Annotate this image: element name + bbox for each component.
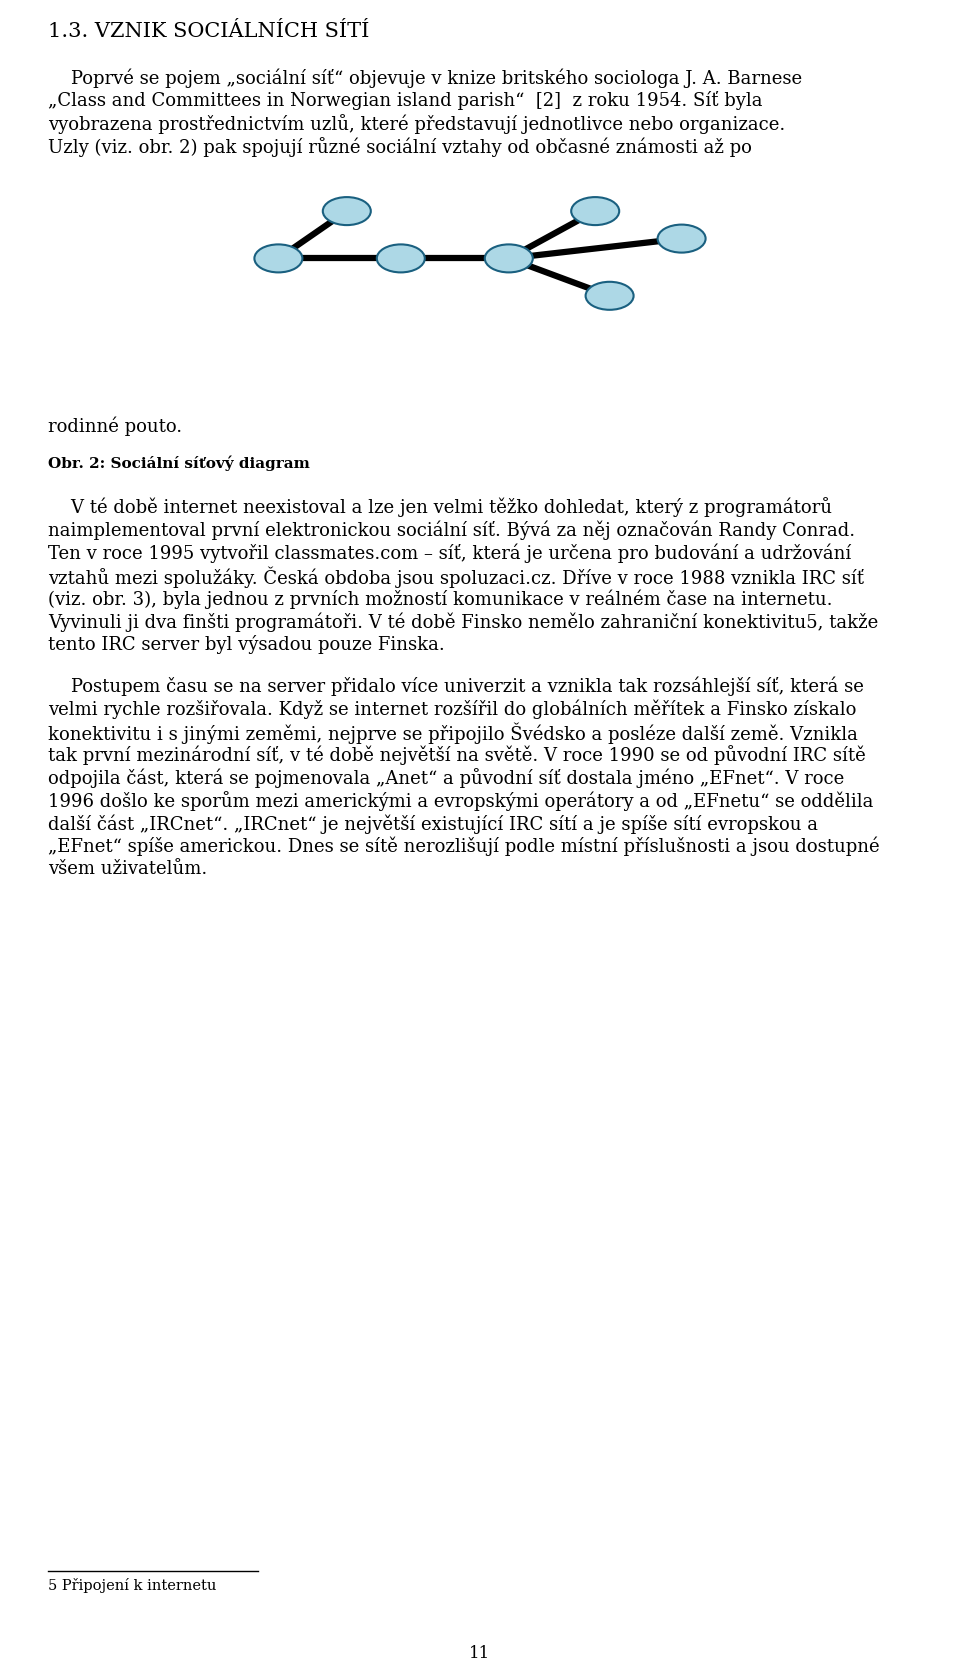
Text: konektivitu i s jinými zeměmi, nejprve se připojilo Švédsko a posléze další země: konektivitu i s jinými zeměmi, nejprve s… — [48, 721, 858, 743]
Text: naimplementoval první elektronickou sociální síť. Bývá za něj označován Randy Co: naimplementoval první elektronickou soci… — [48, 520, 855, 539]
Text: tento IRC server byl výsadou pouze Finska.: tento IRC server byl výsadou pouze Finsk… — [48, 634, 444, 654]
Ellipse shape — [485, 246, 533, 273]
Text: 5 Připojení k internetu: 5 Připojení k internetu — [48, 1578, 216, 1593]
Text: vztahů mezi spolužáky. Česká obdoba jsou spoluzaci.cz. Dříve v roce 1988 vznikla: vztahů mezi spolužáky. Česká obdoba jsou… — [48, 565, 864, 587]
Text: další část „IRCnet“. „IRCnet“ je největší existující IRC sítí a je spíše sítí ev: další část „IRCnet“. „IRCnet“ je největš… — [48, 813, 818, 833]
Text: rodinné pouto.: rodinné pouto. — [48, 417, 182, 435]
Text: Poprvé se pojem „sociální síť“ objevuje v knize britského sociologa J. A. Barnes: Poprvé se pojem „sociální síť“ objevuje … — [48, 69, 803, 87]
Text: „Class and Committees in Norwegian island parish“  [2]  z roku 1954. Síť byla: „Class and Committees in Norwegian islan… — [48, 90, 762, 110]
Text: Vyvinuli ji dva finšti programátoři. V té době Finsko nemělo zahraniční konektiv: Vyvinuli ji dva finšti programátoři. V t… — [48, 612, 878, 631]
Ellipse shape — [323, 197, 371, 226]
Ellipse shape — [254, 246, 302, 273]
Text: Uzly (viz. obr. 2) pak spojují různé sociální vztahy od občasné známosti až po: Uzly (viz. obr. 2) pak spojují různé soc… — [48, 137, 752, 157]
Text: Postupem času se na server přidalo více univerzit a vznikla tak rozsáhlejší síť,: Postupem času se na server přidalo více … — [48, 676, 864, 694]
Text: V té době internet neexistoval a lze jen velmi těžko dohledat, který z programát: V té době internet neexistoval a lze jen… — [48, 497, 832, 517]
Text: velmi rychle rozšiřovala. Když se internet rozšířil do globálních měřítek a Fins: velmi rychle rozšiřovala. Když se intern… — [48, 699, 856, 718]
Text: 1.3. VZNIK SOCIÁLNÍCH SÍTÍ: 1.3. VZNIK SOCIÁLNÍCH SÍTÍ — [48, 22, 370, 40]
Text: Obr. 2: Sociální síťový diagram: Obr. 2: Sociální síťový diagram — [48, 455, 310, 470]
Ellipse shape — [658, 226, 706, 253]
Text: vyobrazena prostřednictvím uzlů, které představují jednotlivce nebo organizace.: vyobrazena prostřednictvím uzlů, které p… — [48, 114, 785, 134]
Text: odpojila část, která se pojmenovala „Anet“ a původní síť dostala jméno „EFnet“. : odpojila část, která se pojmenovala „Ane… — [48, 768, 844, 788]
Text: 11: 11 — [469, 1645, 491, 1661]
Text: tak první mezinárodní síť, v té době největší na světě. V roce 1990 se od původn: tak první mezinárodní síť, v té době nej… — [48, 744, 866, 765]
Ellipse shape — [571, 197, 619, 226]
Text: Ten v roce 1995 vytvořil classmates.com – síť, která je určena pro budování a ud: Ten v roce 1995 vytvořil classmates.com … — [48, 542, 852, 562]
Text: všem uživatelům.: všem uživatelům. — [48, 860, 207, 877]
Ellipse shape — [376, 246, 424, 273]
Text: „EFnet“ spíše americkou. Dnes se sítě nerozlišují podle místní příslušnosti a js: „EFnet“ spíše americkou. Dnes se sítě ne… — [48, 836, 879, 857]
Ellipse shape — [586, 283, 634, 311]
Text: 1996 došlo ke sporům mezi americkými a evropskými operátory a od „EFnetu“ se odd: 1996 došlo ke sporům mezi americkými a e… — [48, 791, 874, 810]
Text: (viz. obr. 3), byla jednou z prvních možností komunikace v reálném čase na inter: (viz. obr. 3), byla jednou z prvních mož… — [48, 589, 832, 609]
